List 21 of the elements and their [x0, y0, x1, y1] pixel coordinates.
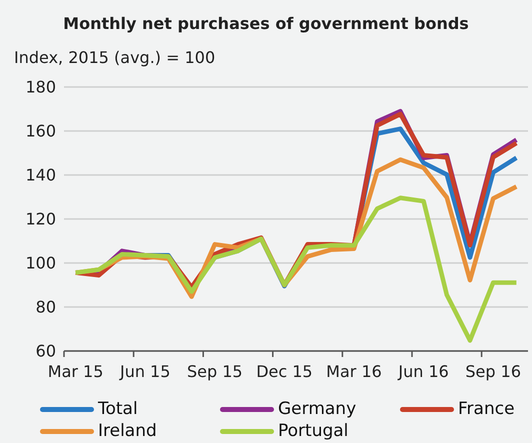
y-axis-title: Index, 2015 (avg.) = 100	[14, 48, 216, 67]
x-tick-label: Sep 15	[186, 362, 243, 381]
y-tick-label: 120	[25, 210, 56, 229]
legend-label: Total	[98, 399, 138, 419]
x-tick-label: Dec 15	[256, 362, 313, 381]
y-tick-label: 80	[36, 298, 56, 317]
legend-label: Portugal	[278, 421, 348, 441]
legend-label: Ireland	[98, 421, 157, 441]
x-tick-label: Jun 15	[118, 362, 170, 381]
x-tick-label: Sep 16	[465, 362, 522, 381]
y-tick-label: 140	[25, 166, 56, 185]
y-tick-label: 180	[25, 78, 56, 97]
y-tick-label: 160	[25, 122, 56, 141]
x-tick-label: Mar 15	[48, 362, 104, 381]
x-tick-label: Mar 16	[326, 362, 382, 381]
y-tick-label: 60	[36, 342, 56, 361]
legend-label: France	[458, 399, 515, 419]
x-tick-label: Jun 16	[397, 362, 449, 381]
legend-label: Germany	[278, 399, 356, 419]
y-tick-label: 100	[25, 254, 56, 273]
chart-title: Monthly net purchases of government bonds	[62, 14, 470, 33]
